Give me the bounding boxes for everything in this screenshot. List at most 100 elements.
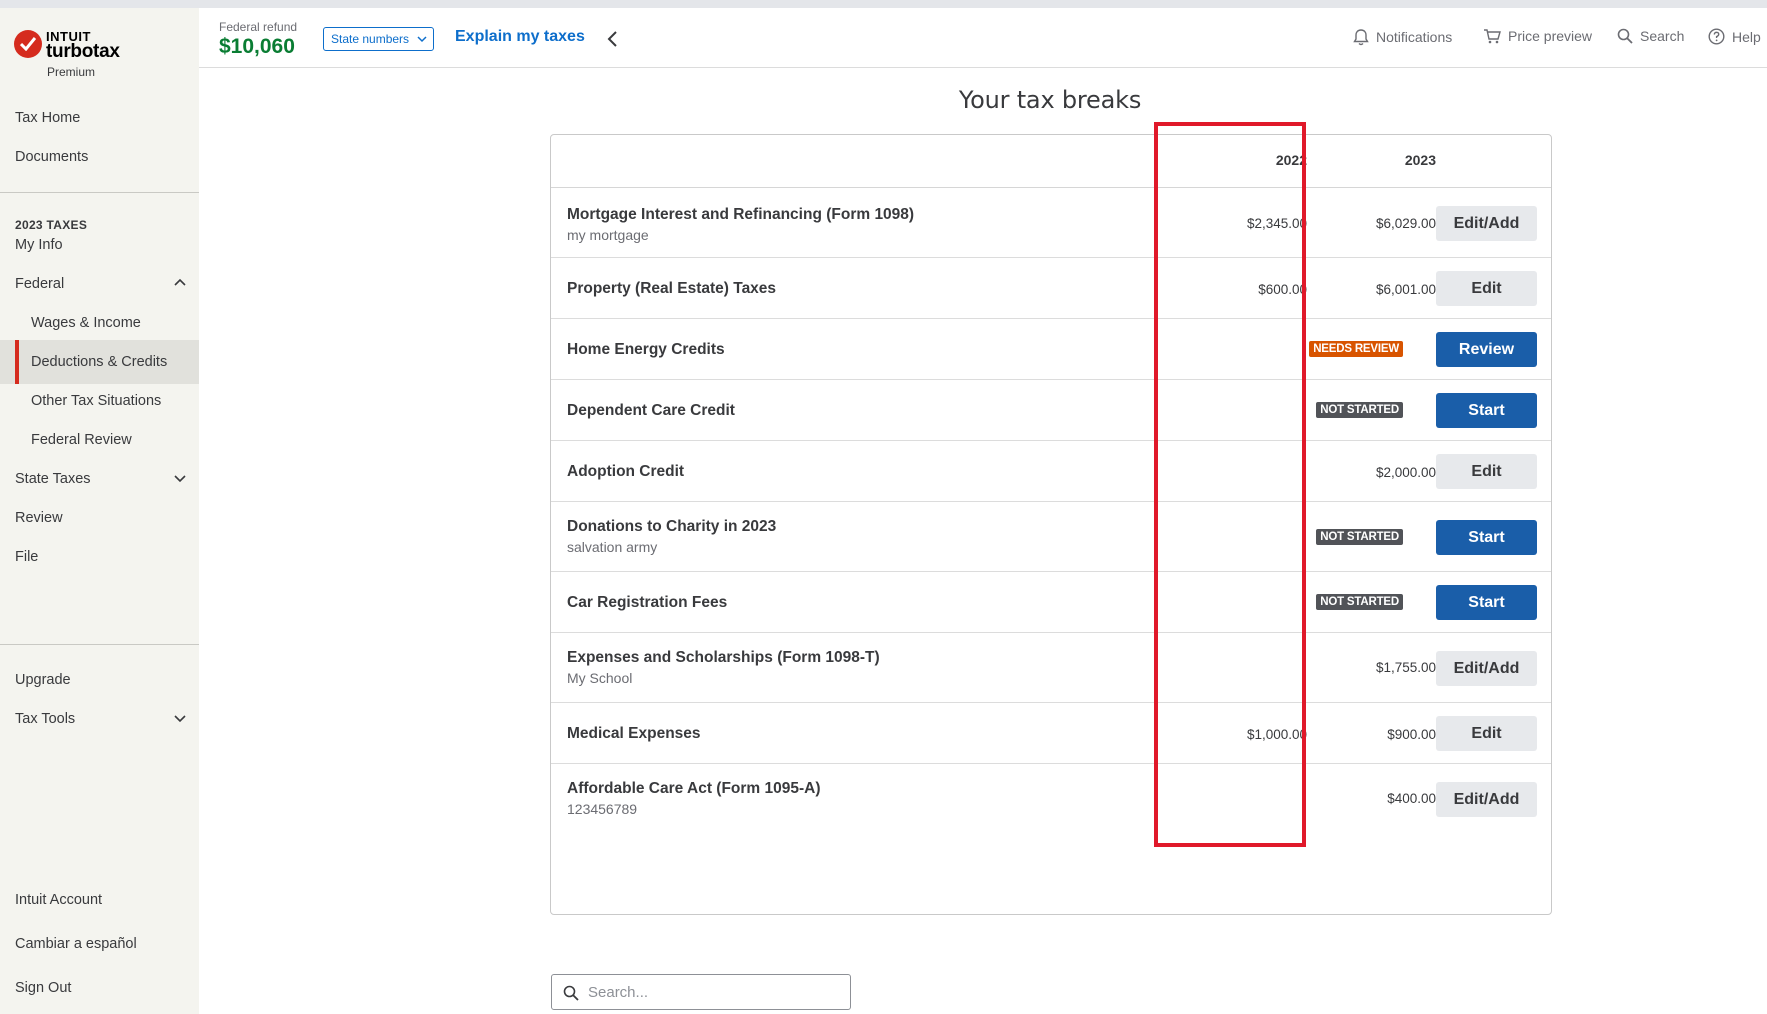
sidebar-item-label: State Taxes [15,471,91,487]
bell-icon [1353,29,1369,46]
chevron-up-icon [174,278,186,286]
search-input[interactable] [588,983,838,1001]
edit-button[interactable]: Edit [1436,271,1537,306]
sidebar-item-label: My Info [15,237,63,253]
notifications-link[interactable]: Notifications [1353,28,1452,46]
start-button[interactable]: Start [1436,393,1537,428]
sidebar-item-spanish[interactable]: Cambiar a español [0,922,199,966]
sidebar-item-label: Tax Home [15,110,81,126]
row-title: Property (Real Estate) Taxes [567,280,777,297]
search-field[interactable] [551,974,851,1010]
federal-refund-label: Federal refund [219,20,298,34]
edit-add-button[interactable]: Edit/Add [1436,206,1537,241]
table-row: Home Energy Credits NEEDS REVIEW Review [551,319,1551,380]
help-link[interactable]: Help [1708,28,1761,45]
row-subtitle: salvation army [567,539,658,555]
sidebar: INTUIT turbotax Premium Tax Home Documen… [0,8,199,1014]
tax-breaks-table: 2022 2023 Mortgage Interest and Refinanc… [550,134,1552,915]
price-preview-link[interactable]: Price preview [1483,28,1592,44]
amount-2022: $1,000.00 [1246,727,1307,742]
status-badge: NEEDS REVIEW [1309,341,1403,357]
logo-product: turbotax [46,41,120,62]
amount-2022: $600.00 [1258,282,1307,297]
row-title: Mortgage Interest and Refinancing (Form … [567,206,915,223]
top-header: Federal refund $10,060 State numbers Exp… [199,8,1767,68]
state-numbers-button[interactable]: State numbers [323,27,434,51]
table-row: Property (Real Estate) Taxes $600.00 $6,… [551,258,1551,319]
sidebar-item-label: Other Tax Situations [31,393,162,409]
chevron-down-icon [174,715,186,723]
chevron-left-icon[interactable] [605,30,621,48]
sidebar-item-label: Intuit Account [15,892,103,908]
sidebar-item-sign-out[interactable]: Sign Out [0,966,199,1010]
edit-button[interactable]: Edit [1436,716,1537,751]
search-icon [1617,28,1633,44]
amount-2023: $6,001.00 [1375,282,1436,297]
federal-refund-amount: $10,060 [219,35,295,58]
window-top-strip [0,0,1767,8]
sidebar-item-file[interactable]: File [0,535,199,579]
search-label: Search [1640,28,1685,44]
sidebar-item-tax-home[interactable]: Tax Home [0,96,199,140]
status-badge: NOT STARTED [1316,594,1403,610]
sidebar-item-my-info[interactable]: My Info [0,223,199,267]
start-button[interactable]: Start [1436,585,1537,620]
row-title: Expenses and Scholarships (Form 1098-T) [567,649,880,666]
edit-button[interactable]: Edit [1436,454,1537,489]
header-search-link[interactable]: Search [1617,28,1684,44]
explain-my-taxes-link[interactable]: Explain my taxes [455,28,585,45]
sidebar-item-upgrade[interactable]: Upgrade [0,658,199,702]
sidebar-item-tax-tools[interactable]: Tax Tools [0,697,199,741]
state-numbers-label: State numbers [331,32,410,46]
sidebar-item-documents[interactable]: Documents [0,135,199,179]
row-title: Adoption Credit [567,463,685,480]
row-title: Donations to Charity in 2023 [567,518,777,535]
amount-2022: $2,345.00 [1246,216,1307,231]
sidebar-item-label: Upgrade [15,672,71,688]
row-subtitle: My School [567,670,633,686]
chevron-down-icon [174,475,186,483]
row-title: Medical Expenses [567,725,701,742]
sidebar-item-label: Cambiar a español [15,936,137,952]
sidebar-divider [0,644,199,645]
sidebar-item-label: File [15,549,39,565]
sidebar-item-review[interactable]: Review [0,496,199,540]
column-header-2022: 2022 [1275,152,1307,168]
row-title: Affordable Care Act (Form 1095-A) [567,780,821,797]
review-button[interactable]: Review [1436,332,1537,367]
sidebar-item-other-tax-situations[interactable]: Other Tax Situations [0,379,199,423]
amount-2023: $6,029.00 [1375,216,1436,231]
logo-company: INTUIT [46,29,91,44]
table-row: Donations to Charity in 2023 salvation a… [551,502,1551,572]
table-row: Expenses and Scholarships (Form 1098-T) … [551,633,1551,703]
notifications-label: Notifications [1376,29,1453,45]
row-subtitle: 123456789 [567,801,638,817]
chevron-down-icon [417,36,427,43]
page-title: Your tax breaks [958,86,1142,114]
table-row: Car Registration Fees NOT STARTED Start [551,572,1551,633]
table-row: Adoption Credit $2,000.00 Edit [551,441,1551,502]
sidebar-item-deductions-credits[interactable]: Deductions & Credits [0,340,199,384]
search-icon [563,985,579,1001]
sidebar-item-label: Documents [15,149,89,165]
table-row: Dependent Care Credit NOT STARTED Start [551,380,1551,441]
sidebar-item-federal-review[interactable]: Federal Review [0,418,199,462]
edit-add-button[interactable]: Edit/Add [1436,651,1537,686]
status-badge: NOT STARTED [1316,529,1403,545]
help-label: Help [1732,28,1761,45]
table-row: Affordable Care Act (Form 1095-A) 123456… [551,764,1551,834]
start-button[interactable]: Start [1436,520,1537,555]
help-icon [1708,28,1725,45]
logo-edition: Premium [47,65,96,79]
sidebar-item-federal[interactable]: Federal [0,262,199,306]
price-preview-label: Price preview [1508,28,1593,44]
sidebar-item-state-taxes[interactable]: State Taxes [0,457,199,501]
row-title: Car Registration Fees [567,594,728,611]
amount-2023: $900.00 [1387,727,1436,742]
sidebar-item-wages-income[interactable]: Wages & Income [0,301,199,345]
table-header: 2022 2023 [551,135,1551,188]
edit-add-button[interactable]: Edit/Add [1436,782,1537,817]
sidebar-item-intuit-account[interactable]: Intuit Account [0,878,199,922]
table-row: Medical Expenses $1,000.00 $900.00 Edit [551,703,1551,764]
turbotax-logo[interactable]: INTUIT turbotax Premium [14,26,174,82]
